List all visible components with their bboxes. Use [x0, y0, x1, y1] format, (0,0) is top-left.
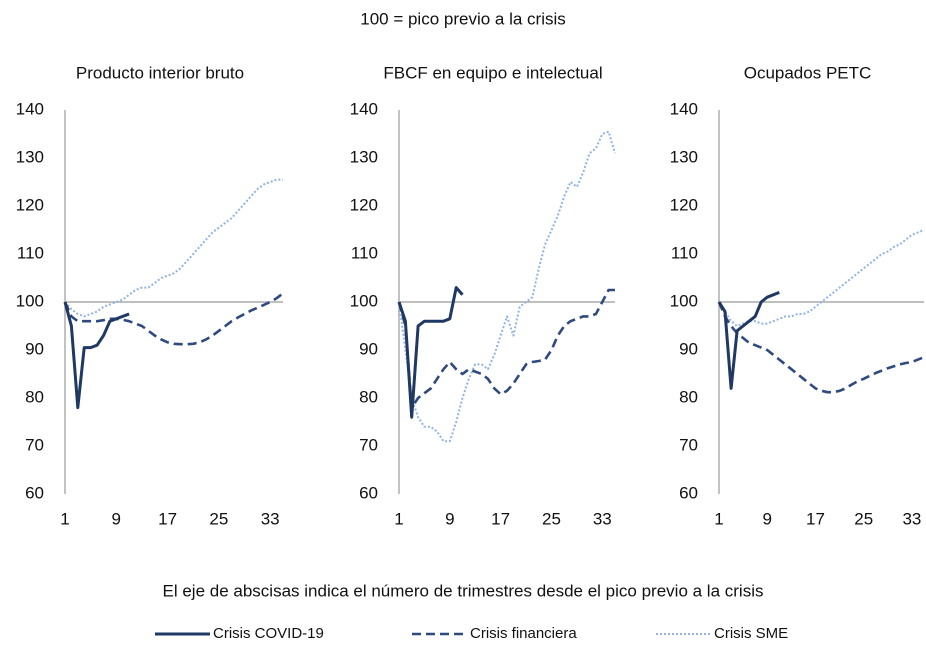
series-line [398, 130, 616, 443]
x-tick-label: 25 [542, 509, 561, 528]
series-line [718, 229, 925, 327]
legend-label: Crisis SME [714, 625, 788, 642]
x-tick-label: 9 [112, 509, 121, 528]
y-tick-label: 100 [670, 291, 698, 310]
y-tick-label: 140 [16, 99, 44, 118]
x-tick-label: 1 [394, 509, 403, 528]
y-tick-label: 120 [350, 195, 378, 214]
x-tick-label: 17 [806, 509, 825, 528]
x-tick-label: 1 [714, 509, 723, 528]
y-tick-label: 60 [25, 483, 44, 502]
series-line [717, 301, 925, 394]
y-tick-label: 110 [671, 243, 698, 262]
y-tick-label: 80 [359, 387, 378, 406]
x-tick-label: 25 [209, 509, 228, 528]
y-tick-label: 90 [679, 339, 698, 358]
y-tick-label: 100 [350, 291, 378, 310]
x-tick-label: 33 [902, 509, 921, 528]
x-tick-label: 1 [60, 509, 69, 528]
series-line [63, 292, 284, 346]
y-tick-label: 60 [359, 483, 378, 502]
y-tick-label: 70 [359, 435, 378, 454]
y-tick-label: 90 [359, 339, 378, 358]
series-line [397, 286, 464, 419]
y-tick-label: 130 [16, 147, 44, 166]
x-tick-label: 33 [593, 509, 612, 528]
y-tick-label: 80 [679, 387, 698, 406]
x-tick-label: 9 [763, 509, 772, 528]
x-tick-label: 17 [491, 509, 510, 528]
x-axis-note: El eje de abscisas indica el número de t… [163, 581, 764, 600]
subtitle: 100 = pico previo a la crisis [360, 9, 566, 28]
y-tick-label: 70 [25, 435, 44, 454]
x-tick-label: 25 [854, 509, 873, 528]
x-tick-label: 33 [261, 509, 280, 528]
x-tick-label: 17 [158, 509, 177, 528]
panel-title: Ocupados PETC [744, 63, 872, 82]
y-tick-label: 80 [25, 387, 44, 406]
y-tick-label: 120 [16, 195, 44, 214]
panel-title: Producto interior bruto [76, 63, 244, 82]
series-line [63, 301, 130, 410]
panel-title: FBCF en equipo e intelectual [383, 63, 602, 82]
series-line [64, 178, 283, 318]
y-tick-label: 140 [670, 99, 698, 118]
y-tick-label: 130 [350, 147, 378, 166]
y-tick-label: 120 [670, 195, 698, 214]
legend-label: Crisis financiera [470, 625, 577, 642]
x-tick-label: 9 [445, 509, 454, 528]
y-tick-label: 130 [670, 147, 698, 166]
y-tick-label: 100 [16, 291, 44, 310]
series-line [397, 288, 615, 409]
y-tick-label: 110 [17, 243, 44, 262]
series-line [717, 291, 780, 390]
y-tick-label: 140 [350, 99, 378, 118]
legend-label: Crisis COVID-19 [213, 625, 324, 642]
y-tick-label: 110 [351, 243, 378, 262]
y-tick-label: 90 [25, 339, 44, 358]
y-tick-label: 60 [679, 483, 698, 502]
y-tick-label: 70 [679, 435, 698, 454]
